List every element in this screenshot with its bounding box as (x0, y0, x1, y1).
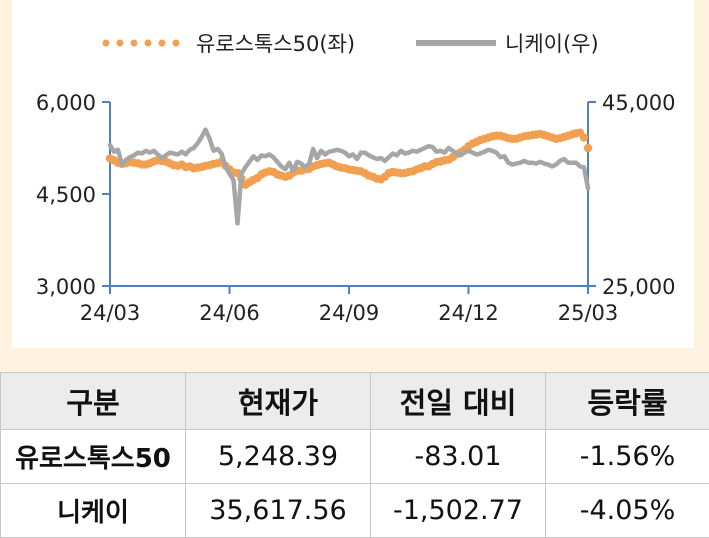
y-right-tick-label: 25,000 (602, 275, 675, 299)
header-price: 현재가 (186, 373, 371, 430)
legend-label-eurostoxx: 유로스톡스50(좌) (196, 32, 355, 56)
x-tick-label: 24/09 (319, 301, 380, 325)
chart-panel: 유로스톡스50(좌) 니케이(우) 6,000 4,500 3,000 45,000 2… (0, 0, 709, 372)
row-rate: -1.56% (546, 430, 709, 484)
header-rate: 등락률 (546, 373, 709, 430)
row-price: 5,248.39 (186, 430, 371, 484)
legend: 유로스톡스50(좌) 니케이(우) (106, 32, 599, 56)
y-left-tick-label: 4,500 (36, 183, 96, 207)
header-change: 전일 대비 (371, 373, 546, 430)
series-layer (106, 128, 592, 223)
x-tick-label: 24/03 (80, 301, 141, 325)
line-chart: 유로스톡스50(좌) 니케이(우) 6,000 4,500 3,000 45,000 2… (12, 0, 694, 348)
nikkei-line (110, 130, 588, 224)
eurostoxx-point (584, 144, 592, 152)
x-tick-label: 24/06 (199, 301, 260, 325)
series-eurostoxx (106, 128, 592, 189)
row-price: 35,617.56 (186, 484, 371, 538)
y-left-tick-label: 3,000 (36, 275, 96, 299)
x-tick-label: 25/03 (558, 301, 619, 325)
chart-area: 유로스톡스50(좌) 니케이(우) 6,000 4,500 3,000 45,000 2… (12, 0, 694, 348)
eurostoxx-point (580, 133, 588, 141)
y-right-tick-label: 45,000 (602, 91, 675, 115)
y-left-tick-label: 6,000 (36, 91, 96, 115)
axes: 6,000 4,500 3,000 45,000 25,000 24/03 24/06 24/… (36, 91, 676, 325)
row-name: 니케이 (1, 484, 186, 538)
table-row: 유로스톡스50 5,248.39 -83.01 -1.56% (1, 430, 709, 484)
header-category: 구분 (1, 373, 186, 430)
row-name: 유로스톡스50 (1, 430, 186, 484)
row-change: -1,502.77 (371, 484, 546, 538)
row-change: -83.01 (371, 430, 546, 484)
summary-table: 구분 현재가 전일 대비 등락률 유로스톡스50 5,248.39 -83.01… (0, 372, 709, 538)
row-rate: -4.05% (546, 484, 709, 538)
table-header-row: 구분 현재가 전일 대비 등락률 (1, 373, 709, 430)
x-tick-label: 24/12 (438, 301, 499, 325)
legend-label-nikkei: 니케이(우) (505, 32, 599, 56)
table-row: 니케이 35,617.56 -1,502.77 -4.05% (1, 484, 709, 538)
